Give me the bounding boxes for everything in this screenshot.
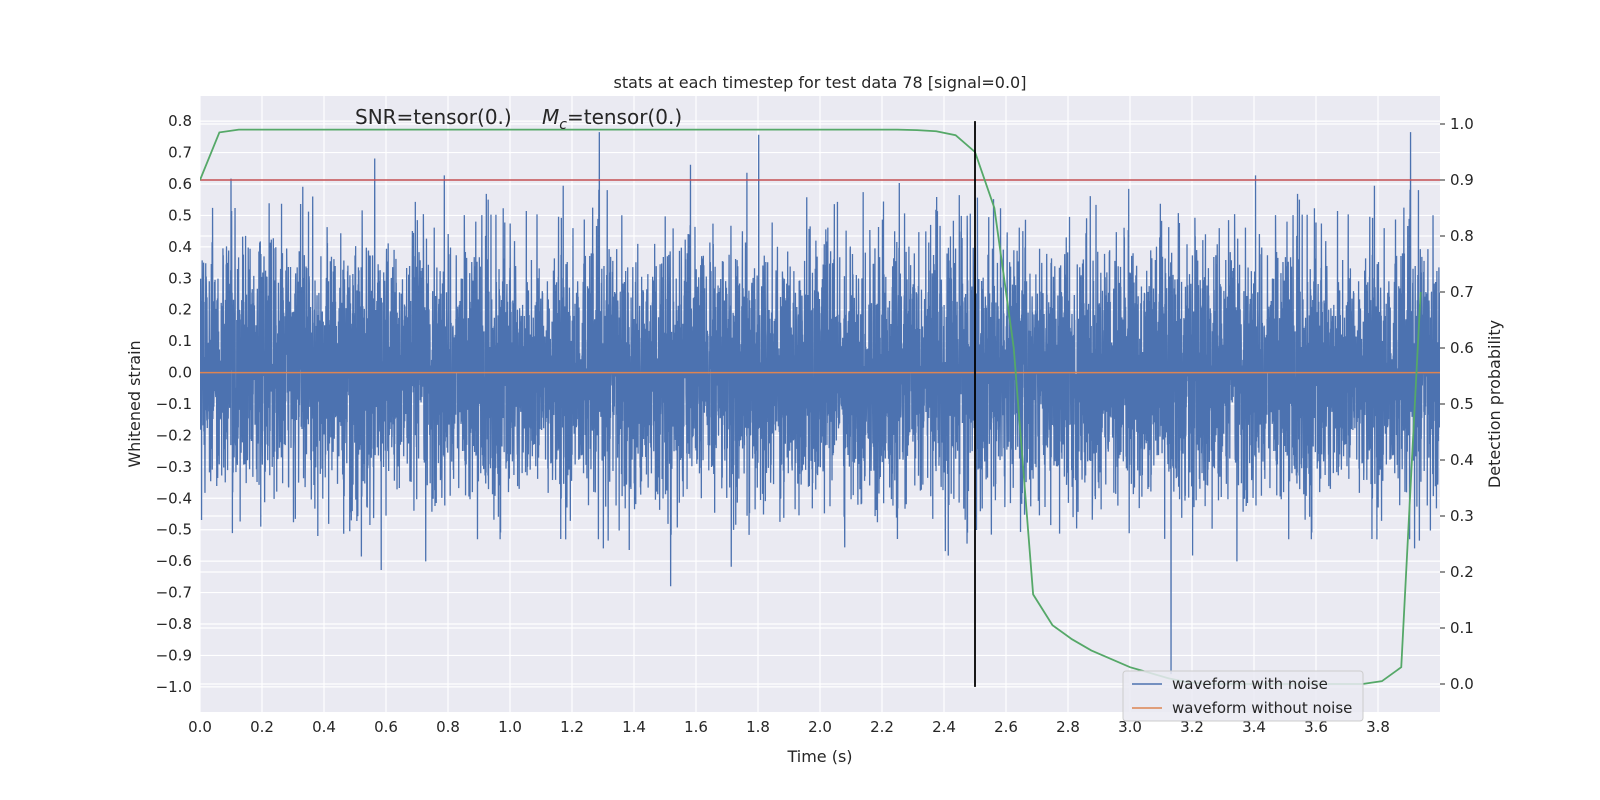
x-tick-label: 3.6 <box>1304 718 1328 736</box>
x-tick-label: 3.8 <box>1366 718 1390 736</box>
x-tick-label: 0.2 <box>250 718 274 736</box>
y-tick-label: −0.5 <box>156 521 192 539</box>
y-tick-label: −0.6 <box>156 552 192 570</box>
y2-tick-label: 0.4 <box>1450 451 1474 469</box>
y-tick-label: 0.3 <box>168 269 192 287</box>
y2-tick-label: 0.5 <box>1450 395 1474 413</box>
y2-axis-label: Detection probability <box>1485 320 1504 488</box>
y-tick-label: −1.0 <box>156 678 192 696</box>
y2-tick-label: 1.0 <box>1450 115 1474 133</box>
y-tick-label: −0.9 <box>156 646 192 664</box>
y2-tick-label: 0.3 <box>1450 507 1474 525</box>
y-axis-ticks: −1.0 −0.9 −0.8 −0.7 −0.6 −0.5 −0.4 −0.3 −0.2 −0.1… <box>156 112 192 696</box>
y2-tick-label: 0.6 <box>1450 339 1474 357</box>
mc-value: =tensor(0.) <box>567 105 682 129</box>
x-tick-label: 1.6 <box>684 718 708 736</box>
y-tick-label: 0.2 <box>168 301 192 319</box>
y-tick-label: 0.8 <box>168 112 192 130</box>
x-tick-label: 2.8 <box>1056 718 1080 736</box>
y-tick-label: −0.1 <box>156 395 192 413</box>
x-tick-label: 0.8 <box>436 718 460 736</box>
x-tick-label: 0.0 <box>188 718 212 736</box>
y2-tick-label: 0.7 <box>1450 283 1474 301</box>
x-tick-label: 1.2 <box>560 718 584 736</box>
x-tick-label: 3.4 <box>1242 718 1266 736</box>
y2-tick-label: 0.1 <box>1450 619 1474 637</box>
y-tick-label: 0.5 <box>168 206 192 224</box>
x-tick-label: 0.4 <box>312 718 336 736</box>
x-axis-ticks: 0.0 0.2 0.4 0.6 0.8 1.0 1.2 1.4 1.6 1.8 2.0 2.2 2.4 2… <box>188 718 1390 736</box>
snr-annotation: SNR=tensor(0.) <box>355 105 512 129</box>
y-axis-label: Whitened strain <box>125 340 144 467</box>
legend-label-noise: waveform with noise <box>1172 675 1328 693</box>
y2-tick-label: 0.8 <box>1450 227 1474 245</box>
legend-box <box>1122 670 1364 722</box>
y2-tick-label: 0.2 <box>1450 563 1474 581</box>
x-tick-label: 1.4 <box>622 718 646 736</box>
y-tick-label: 0.7 <box>168 144 192 162</box>
legend-label-clean: waveform without noise <box>1172 699 1352 717</box>
x-tick-label: 2.6 <box>994 718 1018 736</box>
y-tick-label: 0.0 <box>168 364 192 382</box>
x-axis-label: Time (s) <box>786 747 852 766</box>
x-tick-label: 1.8 <box>746 718 770 736</box>
y-tick-label: −0.2 <box>156 426 192 444</box>
x-tick-label: 2.4 <box>932 718 956 736</box>
y2-axis-ticks: 0.0 0.1 0.2 0.3 0.4 0.5 0.6 0.7 0.8 0.9 1.0 <box>1440 115 1474 693</box>
chart-title: stats at each timestep for test data 78 … <box>614 73 1027 92</box>
y2-tick-label: 0.9 <box>1450 171 1474 189</box>
y-tick-label: −0.8 <box>156 615 192 633</box>
y-tick-label: 0.1 <box>168 332 192 350</box>
mc-symbol: M <box>542 105 559 129</box>
mc-annotation: Mc=tensor(0.) <box>542 105 682 133</box>
y-tick-label: −0.4 <box>156 489 192 507</box>
y-tick-label: 0.6 <box>168 175 192 193</box>
legend: waveform with noise waveform without noi… <box>1122 670 1364 722</box>
y-tick-label: 0.4 <box>168 238 192 256</box>
x-tick-label: 3.2 <box>1180 718 1204 736</box>
x-tick-label: 1.0 <box>498 718 522 736</box>
x-tick-label: 0.6 <box>374 718 398 736</box>
y-tick-label: −0.3 <box>156 458 192 476</box>
y2-tick-label: 0.0 <box>1450 675 1474 693</box>
x-tick-label: 2.2 <box>870 718 894 736</box>
x-tick-label: 2.0 <box>808 718 832 736</box>
series-waveform-with-noise <box>200 132 1440 675</box>
y-tick-label: −0.7 <box>156 584 192 602</box>
mc-subscript: c <box>559 117 567 133</box>
x-tick-label: 3.0 <box>1118 718 1142 736</box>
